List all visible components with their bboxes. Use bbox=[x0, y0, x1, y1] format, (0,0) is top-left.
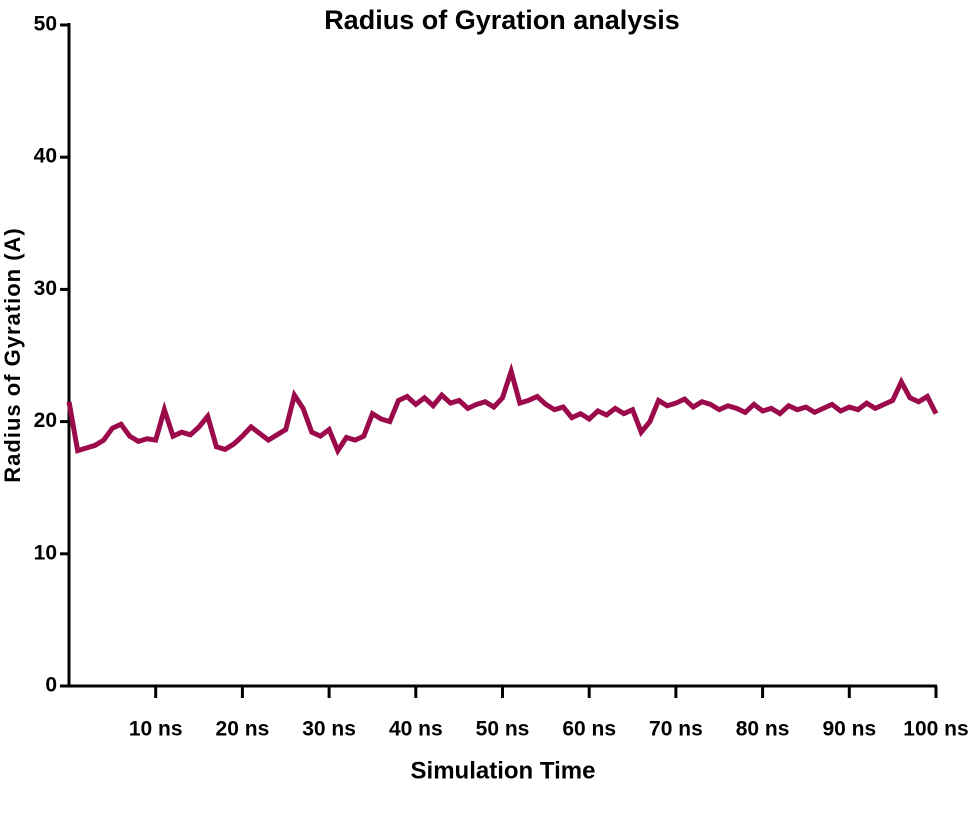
y-tick-label: 40 bbox=[34, 145, 57, 168]
chart-title: Radius of Gyration analysis bbox=[324, 5, 680, 35]
y-tick-label: 50 bbox=[34, 13, 57, 36]
y-tick-label: 10 bbox=[34, 541, 57, 564]
x-axis-label: Simulation Time bbox=[411, 757, 596, 784]
x-tick-label: 100 ns bbox=[903, 718, 968, 741]
y-tick-label: 20 bbox=[34, 409, 57, 432]
x-tick-label: 50 ns bbox=[476, 718, 530, 741]
x-tick-label: 60 ns bbox=[562, 718, 616, 741]
x-tick-label: 30 ns bbox=[302, 718, 356, 741]
x-tick-label: 10 ns bbox=[129, 718, 183, 741]
y-axis-label: Radius of Gyration (A) bbox=[0, 227, 25, 482]
x-tick-label: 70 ns bbox=[649, 718, 703, 741]
y-tick-label: 30 bbox=[34, 277, 57, 300]
x-tick-label: 90 ns bbox=[822, 718, 876, 741]
data-line bbox=[66, 362, 939, 457]
x-tick-label: 80 ns bbox=[736, 718, 790, 741]
y-tick-label: 0 bbox=[45, 674, 57, 697]
x-tick-label: 20 ns bbox=[216, 718, 270, 741]
x-tick-label: 40 ns bbox=[389, 718, 443, 741]
